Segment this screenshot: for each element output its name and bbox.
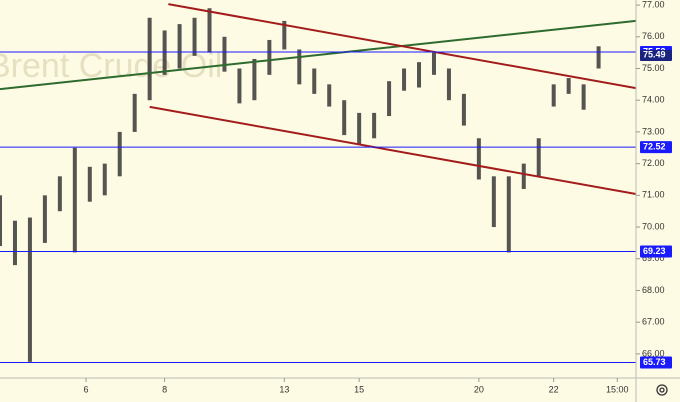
x-tick-label: 6	[84, 384, 89, 394]
price-bar	[87, 166, 92, 202]
price-bar	[72, 147, 77, 253]
y-tick-label: 70.00	[642, 221, 665, 231]
price-bar	[342, 100, 347, 136]
y-tick-label: 68.00	[642, 285, 665, 295]
price-bar	[461, 93, 466, 126]
price-bar	[327, 84, 332, 107]
level-label-box	[640, 356, 672, 369]
y-tick-label: 74.00	[642, 95, 665, 105]
price-bar	[117, 131, 122, 177]
price-bar	[506, 176, 511, 253]
settings-icon[interactable]	[656, 384, 668, 396]
last-price-label: 75.49	[643, 49, 666, 59]
price-bar	[417, 62, 422, 88]
y-tick-label: 77.00	[642, 0, 665, 9]
price-bar	[102, 163, 107, 196]
price-bar	[551, 84, 556, 107]
price-bar	[387, 81, 392, 117]
axes: 66.00 67.00 68.00 69.00 70.00 71.00 72.00 73.00…	[84, 0, 672, 394]
price-bar	[282, 20, 287, 50]
price-bar	[446, 68, 451, 101]
x-tick-label: 22	[549, 384, 559, 394]
price-bar	[297, 49, 302, 85]
price-bar	[536, 138, 541, 177]
price-bar	[42, 195, 47, 243]
watermark: Brent Crude Oil	[0, 47, 222, 85]
plot-area	[0, 3, 636, 363]
price-bar	[162, 30, 167, 75]
price-bar	[12, 220, 17, 266]
price-bar	[476, 138, 481, 180]
level-label: 69.23	[643, 246, 666, 256]
price-bar	[491, 176, 496, 228]
y-tick-label: 69.00	[642, 253, 665, 263]
price-bar	[207, 8, 212, 53]
price-bar	[596, 46, 601, 69]
last-price-box	[640, 49, 672, 61]
price-bar	[147, 17, 152, 101]
y-tick-label: 75.00	[642, 63, 665, 73]
price-bar	[357, 112, 362, 145]
x-tick-label: 15	[354, 384, 364, 394]
price-bar	[0, 195, 2, 247]
x-tick-label: 8	[162, 384, 167, 394]
price-bar	[192, 17, 197, 56]
price-bar	[566, 78, 571, 94]
y-tick-label: 73.00	[642, 126, 665, 136]
price-bar	[177, 24, 182, 69]
price-bar	[222, 36, 227, 72]
price-bar	[372, 112, 377, 139]
x-tick-label: 15:00	[606, 384, 629, 394]
price-bar	[521, 163, 526, 189]
price-bar	[312, 68, 317, 94]
y-tick-label: 71.00	[642, 190, 665, 200]
y-tick-label: 76.00	[642, 31, 665, 41]
level-label: 72.52	[643, 142, 666, 152]
price-bar	[27, 217, 32, 362]
watermark-group: Brent Crude Oil	[0, 47, 222, 85]
price-bar	[431, 52, 436, 75]
price-bar	[581, 84, 586, 110]
y-tick-label: 67.00	[642, 317, 665, 327]
level-label-box	[640, 141, 672, 154]
trendline	[149, 105, 636, 196]
trendline	[168, 3, 636, 90]
price-bar	[237, 68, 242, 104]
level-label-box	[640, 245, 672, 258]
price-bar	[57, 176, 62, 212]
level-label: 65.73	[643, 357, 666, 367]
x-tick-label: 13	[279, 384, 289, 394]
price-bar	[132, 93, 137, 132]
price-bar	[252, 58, 257, 101]
y-tick-label: 72.00	[642, 158, 665, 168]
y-tick-label: 66.00	[642, 348, 665, 358]
price-bar	[267, 39, 272, 75]
price-bar	[402, 68, 407, 91]
x-tick-label: 20	[474, 384, 484, 394]
trendline	[0, 19, 636, 91]
